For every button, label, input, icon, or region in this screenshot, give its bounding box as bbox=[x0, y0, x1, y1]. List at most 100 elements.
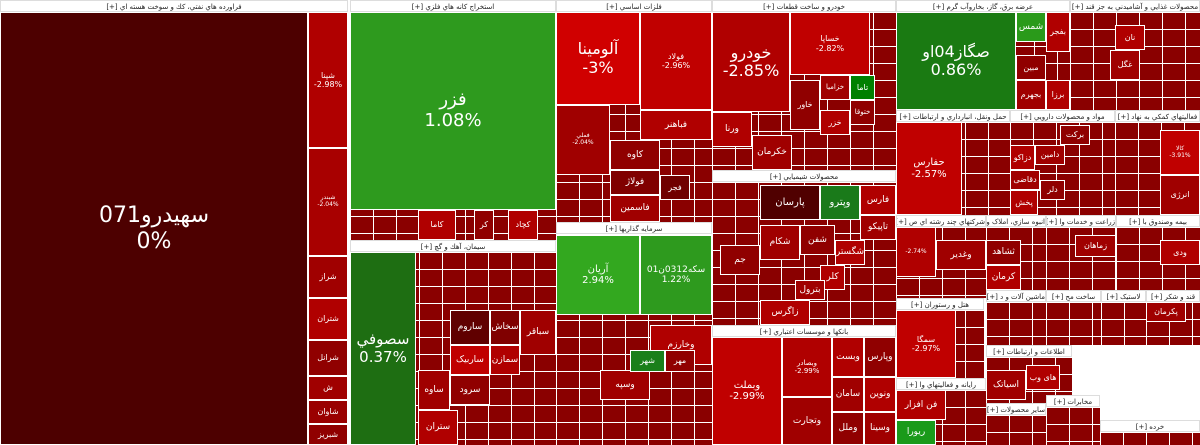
sector-header[interactable]: عرضه برق، گاز، بخاروآب گرم [+] bbox=[896, 0, 1070, 12]
stock-tile[interactable]: شپنا -2.98% bbox=[308, 12, 348, 148]
stock-tile[interactable]: شهر bbox=[630, 350, 665, 372]
stock-tile[interactable]: فولاژ bbox=[610, 170, 660, 195]
stock-tile[interactable]: شاوان bbox=[308, 400, 348, 424]
stock-tile[interactable]: فباهنر bbox=[640, 110, 712, 140]
stock-tile[interactable]: خکرمان bbox=[752, 135, 792, 170]
sector-header[interactable]: اطلاعات و ارتباطات [+] bbox=[986, 345, 1072, 357]
sector-header[interactable]: خودرو و ساخت قطعات [+] bbox=[712, 0, 896, 12]
stock-tile[interactable]: کر bbox=[474, 210, 494, 240]
sector-header[interactable]: ساخت مح [+] bbox=[1046, 290, 1101, 302]
stock-tile[interactable]: مبين bbox=[1016, 55, 1046, 80]
stock-tile[interactable]: دزاکو bbox=[1010, 145, 1035, 170]
sector-header[interactable]: زراعت و خدمات وا [+] bbox=[1046, 215, 1116, 227]
stock-tile[interactable]: وبملت -2.99% bbox=[712, 337, 782, 445]
stock-tile[interactable]: ریورا bbox=[896, 420, 936, 445]
stock-tile[interactable]: زماهان bbox=[1075, 235, 1116, 257]
stock-tile[interactable]: بترول bbox=[795, 280, 825, 300]
sector-header[interactable]: ساير محصولات [+] bbox=[986, 403, 1046, 415]
stock-tile[interactable]: سکه0312ن01 1.22% bbox=[640, 235, 712, 315]
stock-tile[interactable]: ثشاهد bbox=[986, 240, 1021, 265]
stock-tile[interactable]: شراز bbox=[308, 256, 348, 298]
stock-tile[interactable]: سخاش bbox=[490, 310, 520, 345]
stock-tile[interactable]: بفجر bbox=[1046, 12, 1070, 52]
stock-tile[interactable]: شتران bbox=[308, 298, 348, 340]
stock-tile[interactable]: های وب bbox=[1026, 365, 1060, 390]
stock-tile[interactable]: ساروم bbox=[450, 310, 490, 345]
sector-header[interactable]: سيمان، آهك و گچ [+] bbox=[350, 240, 556, 252]
stock-tile[interactable]: زاگرس bbox=[760, 300, 810, 325]
stock-tile[interactable]: شمس bbox=[1016, 12, 1046, 42]
stock-tile[interactable]: وملل bbox=[832, 412, 864, 445]
stock-tile[interactable]: کرمان bbox=[986, 265, 1021, 290]
sector-header[interactable]: فراورده هاي نفتي، كك و سوخت هسته اي [+] bbox=[0, 0, 348, 12]
stock-tile[interactable]: انرژی bbox=[1160, 175, 1200, 215]
stock-tile[interactable]: پکرمان bbox=[1146, 302, 1186, 322]
stock-tile[interactable]: ساربیک bbox=[450, 345, 490, 375]
stock-tile[interactable]: بجهرم bbox=[1016, 80, 1046, 110]
stock-tile[interactable]: فولاد -2.96% bbox=[640, 12, 712, 110]
stock-tile[interactable]: ساوه bbox=[418, 370, 450, 410]
stock-tile[interactable]: پارسان bbox=[760, 185, 820, 220]
sector-header[interactable]: انبوه سازي، املاک و [+] bbox=[986, 215, 1046, 227]
stock-tile[interactable]: فن افزار bbox=[896, 390, 946, 420]
stock-tile[interactable]: وغدير bbox=[936, 240, 986, 270]
stock-tile[interactable]: شگستر bbox=[835, 240, 865, 265]
stock-tile[interactable]: خساپا -2.82% bbox=[790, 12, 870, 75]
stock-tile[interactable]: فزر 1.08% bbox=[350, 12, 556, 210]
stock-tile[interactable]: کاما bbox=[418, 210, 456, 240]
sector-header[interactable]: ماشين آلات و د [+] bbox=[986, 290, 1046, 302]
stock-tile[interactable]: ختوقا bbox=[850, 100, 875, 125]
stock-tile[interactable]: صگاز04او 0.86% bbox=[896, 12, 1016, 110]
stock-tile[interactable]: فارس bbox=[860, 185, 896, 215]
stock-tile[interactable]: سباقر bbox=[520, 310, 556, 355]
stock-tile[interactable]: ش bbox=[308, 376, 348, 400]
stock-tile[interactable]: شفن bbox=[800, 225, 835, 255]
stock-tile[interactable]: شرانل bbox=[308, 340, 348, 376]
stock-tile[interactable]: برزا bbox=[1046, 80, 1070, 110]
stock-tile[interactable]: شکام bbox=[760, 225, 800, 260]
stock-tile[interactable]: تاپيکو bbox=[860, 215, 896, 240]
sector-header[interactable]: استخراج كانه هاي فلزي [+] bbox=[350, 0, 556, 12]
stock-tile[interactable]: وسپه bbox=[600, 370, 650, 400]
sector-header[interactable]: محصولات شيميايي [+] bbox=[712, 170, 896, 182]
stock-tile[interactable]: سمگا -2.97% bbox=[896, 310, 956, 378]
stock-tile[interactable]: وبست bbox=[832, 337, 864, 377]
stock-tile[interactable]: دلر bbox=[1040, 180, 1065, 200]
sector-header[interactable]: خرده [+] bbox=[1100, 420, 1200, 432]
stock-tile[interactable]: مهر bbox=[665, 350, 695, 372]
sector-header[interactable]: بانكها و موسسات اعتباري [+] bbox=[712, 325, 896, 337]
stock-tile[interactable]: کالا -3.91% bbox=[1160, 130, 1200, 175]
sector-header[interactable]: حمل ونقل، انبارداري و ارتباطات [+] bbox=[896, 110, 1010, 122]
stock-tile[interactable]: خاور bbox=[790, 80, 820, 130]
stock-tile[interactable]: خودرو -2.85% bbox=[712, 12, 790, 112]
stock-tile[interactable]: فجر bbox=[660, 175, 690, 200]
stock-tile[interactable]: ستران bbox=[418, 410, 458, 445]
stock-tile[interactable]: اسیاتک bbox=[986, 370, 1026, 400]
stock-tile[interactable]: فملي -2.04% bbox=[556, 105, 610, 175]
stock-tile[interactable]: دامين bbox=[1035, 145, 1065, 165]
sector-header[interactable]: فعاليتهاي كمكي به نهاد [+] bbox=[1115, 110, 1200, 122]
stock-tile[interactable]: کاوه bbox=[610, 140, 660, 170]
stock-tile[interactable]: سامان bbox=[832, 377, 864, 412]
stock-tile[interactable]: وپترو bbox=[820, 185, 860, 220]
stock-tile[interactable]: آريان 2.94% bbox=[556, 235, 640, 315]
stock-tile[interactable]: دقاضی bbox=[1010, 170, 1040, 190]
stock-tile[interactable]: سرود bbox=[450, 375, 490, 405]
stock-tile[interactable]: حفارس -2.57% bbox=[896, 122, 962, 215]
stock-tile[interactable]: جم bbox=[720, 245, 760, 275]
sector-header[interactable]: هتل و رستوران [+] bbox=[896, 298, 984, 310]
stock-tile[interactable]: وسينا bbox=[864, 412, 896, 445]
stock-tile[interactable]: پخش bbox=[1010, 190, 1038, 215]
sector-header[interactable]: مخابرات [+] bbox=[1046, 395, 1100, 407]
stock-tile[interactable]: خزامیا bbox=[820, 75, 850, 100]
sector-header[interactable]: سرمايه گذاريها [+] bbox=[556, 222, 712, 234]
stock-tile[interactable]: غگل bbox=[1110, 50, 1140, 80]
stock-tile[interactable]: ودی bbox=[1160, 240, 1200, 265]
stock-tile[interactable]: سمازن bbox=[490, 345, 520, 375]
stock-tile[interactable]: فاسمين bbox=[610, 195, 660, 222]
stock-tile[interactable]: وپارس bbox=[864, 337, 896, 377]
stock-tile[interactable]: وبصادر -2.99% bbox=[782, 337, 832, 397]
sector-header[interactable]: شركتهاي چند رشته اي ص [+] bbox=[896, 215, 986, 227]
stock-tile[interactable]: خزر bbox=[820, 110, 850, 135]
stock-tile[interactable]: سصوفي 0.37% bbox=[350, 252, 416, 445]
